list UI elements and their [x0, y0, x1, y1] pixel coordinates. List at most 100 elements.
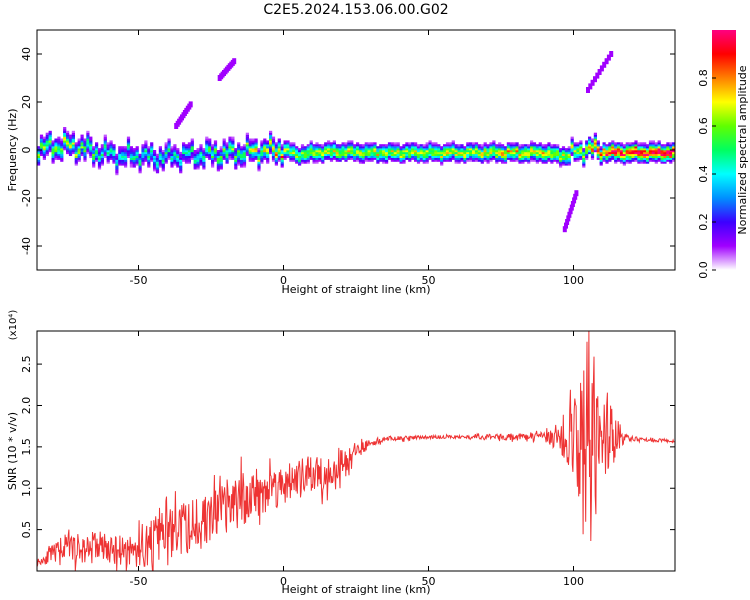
heatmap-cell [329, 146, 334, 149]
heatmap-cell [521, 148, 525, 151]
heatmap-cell [135, 159, 139, 162]
heatmap-cell [176, 161, 180, 164]
heatmap-cell [179, 153, 183, 156]
heatmap-cell [219, 155, 223, 158]
heatmap-cell [248, 144, 252, 147]
heatmap-cell [663, 153, 667, 156]
heatmap-cell [422, 155, 426, 158]
heatmap-cell [132, 150, 136, 153]
heatmap-cell [121, 161, 125, 164]
heatmap-cell [544, 146, 548, 149]
heatmap-cell [161, 163, 165, 166]
heatmap-cell [63, 132, 67, 135]
heatmap-cell [660, 153, 664, 156]
heatmap-cell [457, 148, 461, 151]
heatmap-cell [373, 150, 377, 153]
heatmap-cell [190, 146, 194, 149]
heatmap-cell [280, 165, 284, 168]
heatmap-cell [205, 148, 209, 151]
heatmap-cell [132, 157, 136, 160]
heatmap-cell [503, 155, 508, 158]
heatmap-cell [431, 150, 435, 153]
heatmap-cell [213, 146, 218, 149]
heatmap-cell [173, 157, 177, 160]
heatmap-cell [585, 140, 589, 143]
heatmap-cell [51, 155, 55, 158]
heatmap-cell [416, 150, 421, 153]
heatmap-cell [457, 146, 461, 149]
heatmap-cell [399, 155, 403, 158]
heatmap-cell [602, 153, 606, 156]
heatmap-cell [248, 148, 252, 151]
heatmap-cell [228, 138, 232, 141]
heatmap-cell [431, 144, 435, 147]
heatmap-cell [387, 144, 392, 147]
heatmap-cell [570, 138, 574, 141]
heatmap-cell [419, 144, 423, 147]
heatmap-cell [640, 155, 644, 158]
heatmap-cell [532, 150, 537, 153]
heatmap-cell [396, 157, 400, 160]
heatmap-cell [602, 150, 606, 153]
heatmap-cell [443, 144, 447, 147]
heatmap-cell [489, 144, 493, 147]
heatmap-cell [634, 148, 638, 151]
heatmap-cell [556, 146, 560, 149]
heatmap-cell [286, 142, 290, 145]
heatmap-cell [338, 159, 342, 162]
heatmap-cell [660, 161, 664, 164]
heatmap-cell [147, 155, 151, 158]
heatmap-cell [370, 151, 374, 155]
heatmap-cell [57, 151, 61, 155]
heatmap-cell [483, 155, 487, 158]
heatmap-cell [66, 144, 70, 147]
heatmap-cell [431, 142, 435, 145]
heatmap-cell [324, 153, 328, 156]
heatmap-cell [196, 148, 200, 151]
heatmap-cell [292, 153, 296, 156]
heatmap-cell [501, 150, 505, 153]
heatmap-cell [48, 132, 52, 135]
heatmap-cell [332, 148, 336, 151]
heatmap-cell [83, 144, 87, 147]
heatmap-cell [71, 146, 75, 149]
heatmap-cell [590, 150, 595, 153]
heatmap-cell [648, 144, 653, 147]
heatmap-cell [170, 151, 174, 155]
heatmap-cell [495, 151, 499, 155]
heatmap-cell [118, 150, 122, 153]
heatmap-cell [89, 155, 93, 158]
heatmap-cell [498, 148, 502, 151]
heatmap-cell [614, 159, 618, 162]
heatmap-cell [547, 159, 551, 162]
heatmap-cell [556, 151, 560, 155]
heatmap-cell [454, 146, 458, 149]
heatmap-cell [158, 163, 162, 166]
heatmap-cell [147, 151, 151, 155]
heatmap-cell [228, 146, 232, 149]
heatmap-cell [211, 148, 215, 151]
heatmap-cell [300, 144, 305, 147]
heatmap-cell [219, 157, 223, 160]
heatmap-cell [126, 142, 131, 145]
heatmap-cell [541, 159, 545, 162]
heatmap-cell [570, 151, 574, 155]
heatmap-cell [382, 150, 386, 153]
heatmap-cell [153, 163, 157, 166]
heatmap-cell [434, 155, 438, 158]
heatmap-cell [605, 151, 609, 155]
heatmap-cell [66, 140, 70, 143]
heatmap-cell [634, 140, 638, 143]
heatmap-cell [390, 157, 394, 160]
heatmap-cell [486, 153, 490, 156]
heatmap-cell [469, 148, 473, 151]
heatmap-cell [77, 150, 81, 153]
heatmap-cell [95, 150, 99, 153]
heatmap-cell [509, 151, 513, 155]
heatmap-cell [648, 148, 653, 151]
heatmap-cell [489, 155, 493, 158]
heatmap-cell [437, 155, 441, 158]
heatmap-cell [103, 146, 107, 149]
heatmap-cell [350, 148, 354, 151]
